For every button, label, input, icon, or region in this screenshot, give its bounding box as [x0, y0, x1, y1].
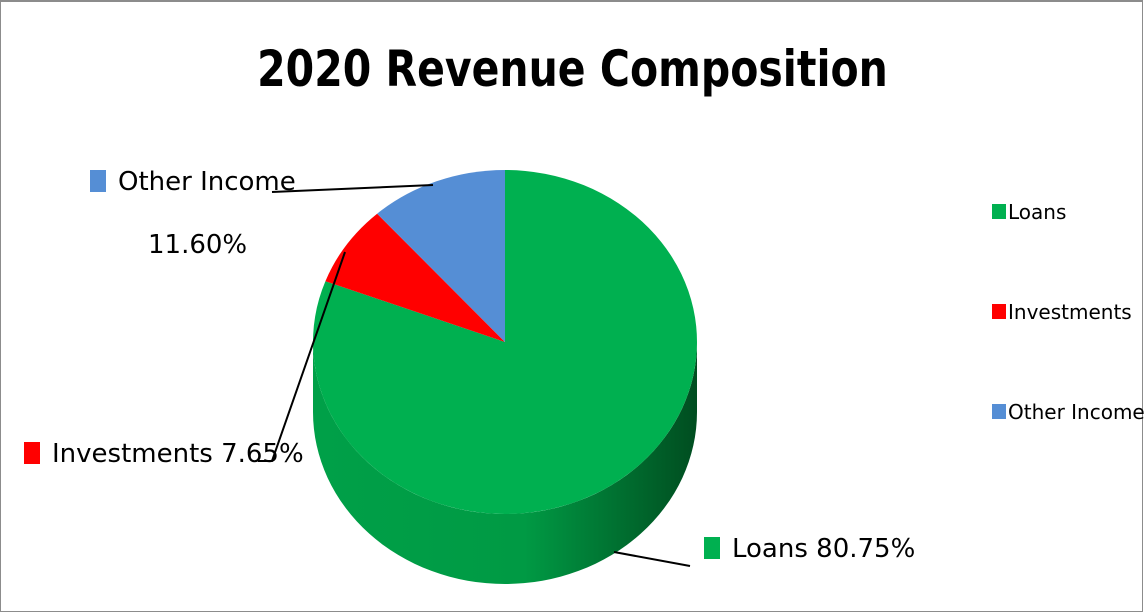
leader-line-investments: [258, 251, 346, 462]
legend-swatch-other-income: [992, 404, 1006, 419]
chart-title: 2020 Revenue Composition: [257, 40, 888, 98]
data-label-other-income-value: 11.60%: [148, 230, 247, 260]
legend-swatch-investments: [992, 304, 1006, 319]
legend-label-loans: Loans: [1008, 200, 1066, 224]
data-label-other-income: Other Income: [118, 167, 296, 197]
pie-slice-investments: [325, 213, 505, 342]
data-label-investments-swatch: [24, 442, 40, 464]
legend-label-other-income: Other Income: [1008, 400, 1145, 424]
leader-line-other-income: [271, 184, 434, 193]
legend-label-investments: Investments: [1008, 300, 1132, 324]
data-label-investments: Investments 7.65%: [52, 439, 304, 469]
data-label-loans-swatch: [704, 537, 720, 559]
legend-swatch-loans: [992, 204, 1006, 219]
pie-side-wall: [313, 342, 697, 584]
data-label-loans: Loans 80.75%: [732, 534, 915, 564]
data-label-other-income-swatch: [90, 170, 106, 192]
pie-slice-other-income: [377, 170, 505, 342]
leader-line-loans: [613, 551, 691, 567]
